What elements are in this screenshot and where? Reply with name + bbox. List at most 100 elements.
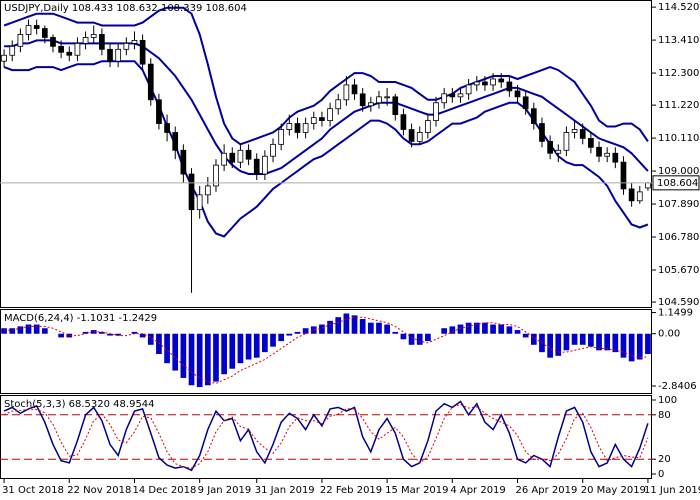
candle-body: [596, 146, 602, 157]
macd-bar: [221, 333, 227, 375]
macd-bar: [416, 333, 423, 345]
candle-body: [1, 54, 7, 62]
candle-body: [441, 93, 448, 104]
macd-bar: [335, 317, 342, 334]
macd-bar: [351, 315, 358, 334]
macd-bar: [188, 333, 195, 386]
candle-body: [433, 102, 439, 121]
macd-bar: [58, 333, 64, 338]
macd-bar: [555, 333, 562, 356]
candle-body: [327, 108, 333, 121]
series-line: [4, 39, 649, 175]
last-price-label: 108.604: [657, 178, 698, 189]
candle-body: [335, 99, 342, 110]
y-tick-label: 104.590: [658, 297, 699, 308]
candle-body: [408, 129, 415, 142]
candle-body: [425, 120, 431, 133]
candle-body: [196, 194, 203, 211]
macd-bar: [620, 333, 627, 358]
candle-body: [172, 132, 179, 151]
macd-bar: [612, 333, 619, 353]
candle-body: [278, 129, 285, 145]
y-tick-label: 100: [658, 395, 677, 406]
macd-bar: [473, 322, 480, 334]
candle-body: [229, 152, 236, 163]
candle-body: [416, 132, 423, 142]
candle-body: [90, 34, 97, 38]
y-tick-label: -2.8406: [658, 381, 697, 392]
candle-body: [147, 63, 154, 101]
last-price-box: [652, 175, 700, 191]
x-tick-label: 31 Oct 2018: [2, 485, 64, 496]
macd-bar: [147, 333, 154, 345]
candle-body: [351, 84, 358, 95]
macd-bar: [579, 333, 586, 345]
macd-bar: [41, 328, 48, 334]
candle-body: [367, 102, 374, 107]
macd-bar: [99, 331, 105, 334]
macd-panel: [0, 309, 652, 394]
candle-body: [41, 28, 48, 38]
y-tick-label: 80: [658, 410, 671, 421]
macd-bar: [25, 324, 32, 334]
x-tick-label: 20 May 2019: [581, 485, 646, 496]
macd-bar: [107, 333, 113, 336]
candle-body: [9, 45, 16, 56]
candle-body: [131, 39, 138, 44]
price-title: USDJPY,Daily 108.433 108.632 108.339 108…: [4, 3, 247, 14]
macd-bar: [376, 322, 382, 334]
macd-bar: [343, 313, 350, 334]
candle-body: [82, 37, 89, 44]
macd-bar: [547, 333, 553, 358]
candle-body: [547, 140, 553, 154]
macd-bar: [457, 324, 464, 334]
candle-body: [457, 93, 464, 98]
stoch-panel: [0, 395, 652, 479]
macd-bar: [302, 328, 309, 334]
macd-bar: [172, 333, 179, 371]
x-tick-label: 22 Nov 2018: [67, 485, 131, 496]
macd-bar: [522, 333, 529, 338]
macd-bar: [319, 324, 325, 334]
macd-bar: [400, 333, 407, 340]
macd-bar: [482, 322, 488, 334]
candle-body: [400, 114, 407, 130]
candle-body: [302, 123, 309, 133]
candle-body: [482, 81, 488, 86]
y-tick-label: 111.220: [658, 100, 699, 111]
macd-bar: [310, 326, 317, 334]
candle-body: [74, 42, 81, 56]
candle-body: [66, 51, 73, 56]
candle-body: [563, 132, 570, 151]
candle-body: [539, 123, 545, 142]
candle-body: [343, 84, 350, 101]
candle-body: [139, 39, 146, 65]
macd-bar: [392, 331, 399, 334]
candle-body: [612, 152, 619, 163]
macd-bar: [359, 319, 366, 334]
main-panel: [0, 0, 652, 308]
candle-body: [628, 188, 635, 202]
candle-body: [33, 25, 40, 29]
macd-bar: [196, 333, 203, 388]
candle-body: [588, 138, 594, 148]
candle-body: [522, 96, 529, 110]
x-tick-label: 14 Dec 2018: [132, 485, 196, 496]
macd-bar: [408, 333, 415, 345]
candle-body: [530, 108, 537, 124]
macd-bar: [237, 333, 244, 364]
candle-body: [204, 185, 211, 196]
candle-body: [123, 42, 130, 50]
macd-bar: [180, 333, 187, 378]
candle-body: [498, 78, 505, 83]
y-tick-label: 1.1499: [658, 308, 693, 319]
candle-body: [245, 149, 252, 160]
candle-body: [107, 48, 113, 62]
candle-body: [473, 81, 480, 86]
macd-bar: [253, 333, 260, 358]
candle-body: [262, 155, 268, 175]
candle-body: [579, 129, 586, 139]
macd-bar: [571, 333, 578, 345]
candle-body: [555, 149, 562, 154]
macd-bar: [278, 333, 285, 342]
